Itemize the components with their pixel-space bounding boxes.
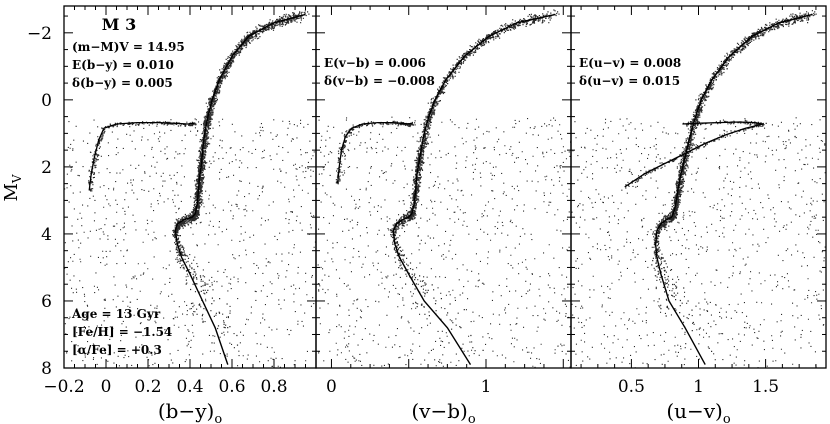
horizontal-branch-track (88, 121, 195, 191)
x-axis-label: (u−v)o (666, 399, 731, 424)
annotation-top: δ(v−b) = −0.008 (324, 74, 435, 88)
x-tick-label: 1 (693, 377, 704, 397)
horizontal-branch-track (336, 121, 412, 184)
annotation-top: E(b−y) = 0.010 (72, 58, 174, 72)
x-tick-label: 0 (326, 377, 337, 397)
annotation-bottom: [Fe/H] = −1.54 (72, 325, 172, 339)
x-tick-label: 0.4 (176, 377, 203, 397)
horizontal-branch-track (624, 121, 764, 188)
x-tick-label: 0 (101, 377, 112, 397)
cluster-label: M 3 (102, 15, 136, 34)
scatter-points (64, 9, 826, 368)
axis-ticks (63, 6, 826, 369)
star-cloud (316, 9, 571, 368)
y-tick-label: 4 (41, 225, 52, 245)
x-tick-label: 0.6 (218, 377, 245, 397)
annotation-bottom: [α/Fe] = +0.3 (72, 343, 162, 357)
annotation-top: E(v−b) = 0.006 (324, 56, 426, 70)
x-tick-label: 1.5 (752, 377, 779, 397)
y-axis-label: MV (1, 174, 24, 201)
x-tick-label: 1 (481, 377, 492, 397)
x-tick-label: 0.8 (260, 377, 287, 397)
y-tick-label: 6 (41, 292, 52, 312)
isochrone-line (174, 13, 306, 365)
x-tick-label: −0.2 (43, 377, 84, 397)
annotation-bottom: Age = 13 Gyr (71, 307, 161, 321)
panel-frames (63, 5, 827, 369)
x-tick-label: 0.2 (134, 377, 161, 397)
isochrone-curves (88, 13, 813, 365)
annotation-top: δ(u−v) = 0.015 (579, 74, 680, 88)
y-tick-label: 0 (41, 91, 52, 111)
x-axis-label: (b−y)o (158, 399, 222, 424)
star-points (316, 9, 571, 368)
annotation-top: E(u−v) = 0.008 (579, 56, 681, 70)
annotation-top: (m−M)V = 14.95 (72, 40, 185, 54)
annotations: M 3 (m−M)V = 14.95 E(b−y) = 0.010 δ(b−y) = … (71, 15, 681, 357)
axis-labels: −0.2 0 0.2 0.4 0.6 0.8 (b−y)o 0 1 (v−b)o 0.5 1 1.5 (u… (1, 24, 779, 424)
isochrone-line (392, 13, 556, 365)
isochrone-line (654, 13, 813, 365)
y-tick-label: 2 (41, 158, 52, 178)
y-tick-label: 8 (41, 359, 52, 379)
x-axis-label: (v−b)o (411, 399, 475, 424)
x-tick-label: 0.5 (618, 377, 645, 397)
annotation-top: δ(b−y) = 0.005 (72, 76, 173, 90)
y-tick-label: −2 (27, 24, 52, 44)
